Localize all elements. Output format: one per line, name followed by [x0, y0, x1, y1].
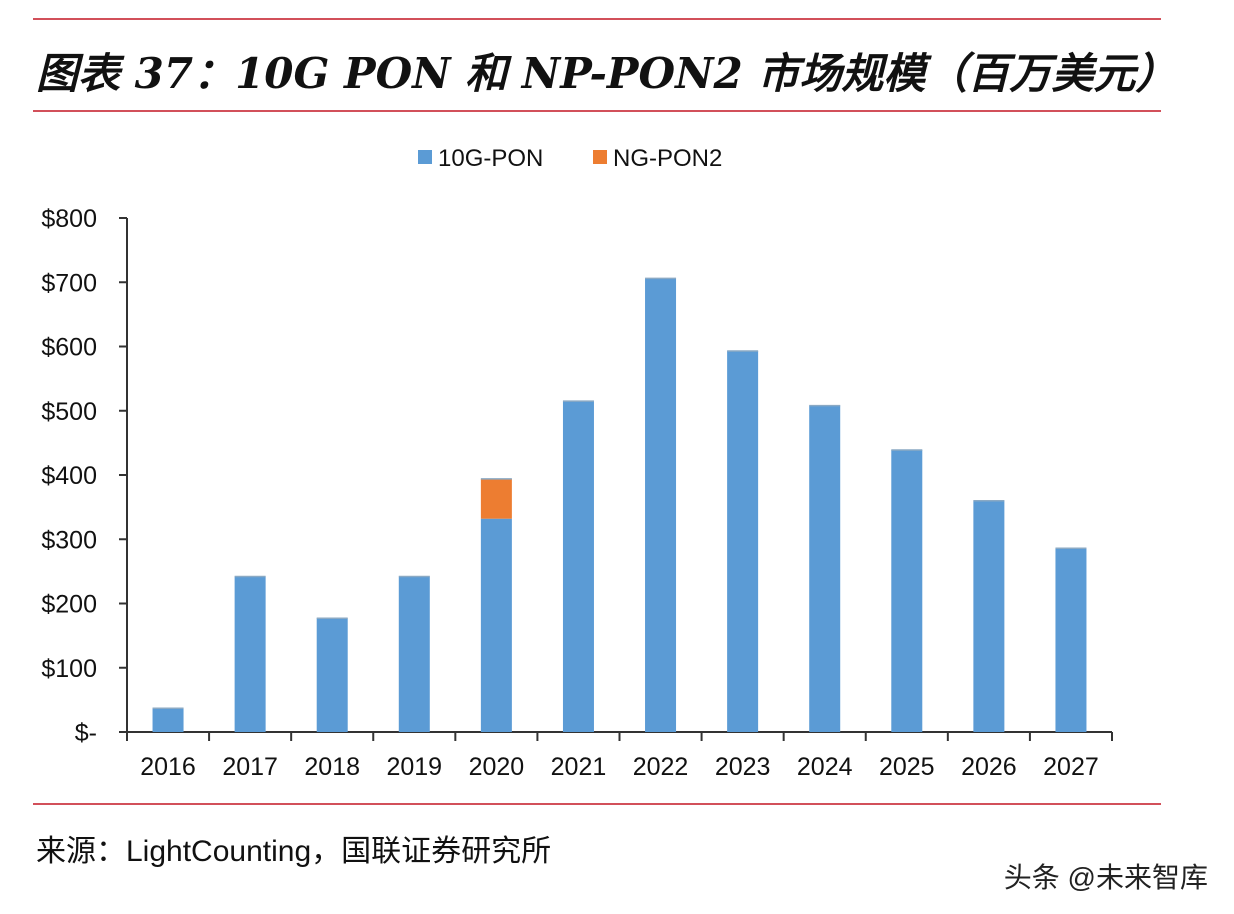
bar-10g-pon-2022: [645, 278, 677, 732]
top-rule: [33, 18, 1161, 20]
bar-10g-pon-2018: [316, 618, 348, 732]
legend: 10G-PON NG-PON2: [418, 145, 722, 172]
x-tick-label: 2023: [715, 753, 771, 781]
x-tick-label: 2020: [469, 753, 525, 781]
legend-label-ng-pon2: NG-PON2: [613, 145, 722, 172]
x-axis: 2016 2017 2018 2019 2020 2021 2022 2023 2024 2025…: [126, 731, 1113, 781]
y-tick-label: $300: [41, 526, 97, 554]
legend-swatch-10g-pon: [418, 150, 432, 164]
bar-10g-pon-2023: [727, 350, 759, 732]
x-tick-label: 2017: [222, 753, 278, 781]
source-label: 来源：: [36, 834, 126, 869]
bar-10g-pon-2021: [562, 401, 594, 732]
x-tick-label: 2027: [1043, 753, 1099, 781]
x-tick-label: 2024: [797, 753, 853, 781]
bar-chart: 10G-PON NG-PON2 $- $100 $200 $300 $400 $500 $60…: [41, 145, 1113, 781]
y-tick-label: $600: [41, 334, 97, 362]
source-note: 来源：LightCounting，国联证券研究所: [36, 826, 551, 870]
chart-title: 图表 37：10G PON 和 NP-PON2 市场规模（百万美元）: [36, 49, 1178, 98]
y-tick-label: $200: [41, 591, 97, 619]
bar-10g-pon-2017: [234, 576, 266, 732]
x-tick-label: 2025: [879, 753, 935, 781]
x-tick-label: 2026: [961, 753, 1017, 781]
bars: [152, 277, 1087, 732]
x-tick-label: 2016: [140, 753, 196, 781]
legend-label-10g-pon: 10G-PON: [438, 145, 543, 172]
bar-10g-pon-2020: [480, 518, 512, 732]
bar-ng-pon2-2020: [480, 478, 512, 519]
y-tick-label: $500: [41, 398, 97, 426]
source-text: LightCounting，国联证券研究所: [126, 835, 552, 868]
bar-10g-pon-2027: [1055, 548, 1087, 732]
watermark: 头条 @未来智库: [1003, 862, 1208, 893]
x-tick-label: 2022: [633, 753, 689, 781]
y-tick-label: $-: [75, 719, 97, 747]
bar-10g-pon-2025: [891, 449, 923, 732]
bar-10g-pon-2019: [398, 576, 430, 732]
x-tick-label: 2021: [551, 753, 607, 781]
y-tick-label: $700: [41, 269, 97, 297]
y-axis: $- $100 $200 $300 $400 $500 $600 $700 $800: [41, 205, 128, 747]
y-tick-label: $400: [41, 462, 97, 490]
title-rule: [33, 110, 1161, 112]
legend-swatch-ng-pon2: [593, 150, 607, 164]
bar-10g-pon-2024: [809, 405, 841, 732]
y-tick-label: $800: [41, 205, 97, 233]
footer-rule: [33, 803, 1161, 805]
x-tick-label: 2018: [304, 753, 360, 781]
bar-10g-pon-2016: [152, 708, 184, 732]
x-tick-label: 2019: [386, 753, 442, 781]
y-tick-label: $100: [41, 655, 97, 683]
bar-10g-pon-2026: [973, 500, 1005, 732]
